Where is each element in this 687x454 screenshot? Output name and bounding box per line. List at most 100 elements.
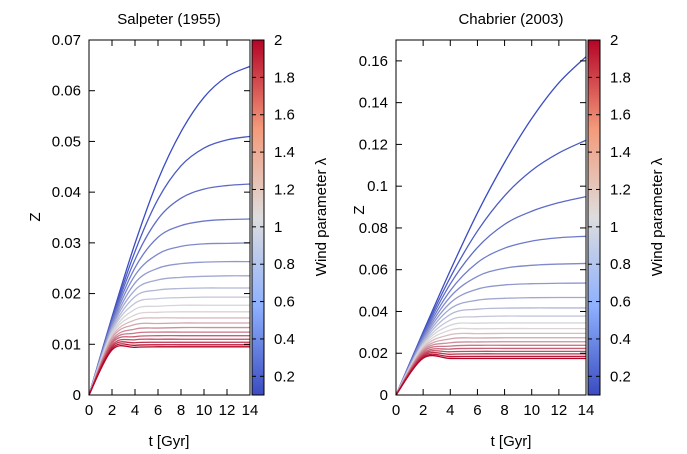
series-line	[88, 326, 250, 396]
series-line	[88, 304, 250, 396]
chart-title: Chabrier (2003)	[458, 11, 563, 28]
x-tick-label: 10	[196, 402, 213, 419]
y-tick-label: 0	[380, 387, 388, 404]
series-line	[395, 350, 586, 396]
colorbar-tick-label: 0.4	[610, 331, 631, 348]
colorbar-ticks: 0.2 0.4 0.6 0.8 1 1.2 1.4 1.6 1.8 2	[588, 32, 631, 385]
colorbar-tick-label: 1.8	[610, 69, 631, 86]
panel-chabrier: Chabrier (2003) Z t [Gyr] 0 2 4 6 8 10 12 1400.…	[351, 11, 666, 450]
colorbar-tick-label: 0.6	[610, 294, 631, 311]
series-line	[395, 307, 586, 396]
chart-title: Salpeter (1955)	[117, 11, 220, 28]
x-tick-label: 12	[551, 402, 568, 419]
y-axis-label: Z	[27, 212, 44, 221]
colorbar-tick-label: 1	[610, 219, 618, 236]
colorbar-tick-label: 0.4	[274, 331, 295, 348]
y-axis-label: Z	[351, 205, 368, 214]
x-tick-label: 2	[419, 402, 427, 419]
colorbar-tick-label: 2	[274, 32, 282, 49]
colorbar	[587, 39, 601, 396]
y-tick-label: 0.06	[359, 262, 388, 279]
series-line	[395, 337, 586, 396]
y-tick-label: 0.08	[359, 220, 388, 237]
colorbar-tick-label: 0.6	[274, 294, 295, 311]
y-tick-label: 0.01	[52, 336, 81, 353]
colorbar-ticks: 0.2 0.4 0.6 0.8 1 1.2 1.4 1.6 1.8 2	[252, 32, 295, 385]
y-tick-label: 0.12	[359, 136, 388, 153]
series-line	[395, 296, 587, 396]
colorbar-tick-label: 1.4	[610, 144, 631, 161]
y-tick-label: 0.04	[52, 184, 81, 201]
y-tick-label: 0.02	[52, 286, 81, 303]
colorbar	[251, 39, 265, 396]
colorbar-tick-label: 0.2	[274, 368, 295, 385]
x-tick-label: 12	[219, 402, 236, 419]
series-line	[395, 282, 587, 396]
y-tick-label: 0.1	[367, 178, 388, 195]
colorbar-tick-label: 0.8	[610, 256, 631, 273]
colorbar-tick-label: 1.6	[274, 107, 295, 124]
series-line	[395, 347, 586, 396]
series-line	[395, 315, 586, 396]
colorbar-tick-label: 2	[610, 32, 618, 49]
colorbar-tick-label: 0.2	[610, 368, 631, 385]
series-line	[395, 235, 587, 396]
colorbar-tick-label: 1.4	[274, 144, 295, 161]
series-line	[88, 218, 251, 396]
series-line	[395, 327, 586, 396]
x-tick-label: 2	[108, 402, 116, 419]
series-line	[88, 334, 250, 396]
series-line	[88, 345, 250, 396]
y-tick-label: 0.02	[359, 345, 388, 362]
series-line	[88, 317, 250, 396]
x-tick-label: 0	[85, 402, 93, 419]
series-line	[88, 311, 250, 396]
colorbar-tick-label: 0.8	[274, 256, 295, 273]
series-line	[88, 275, 251, 396]
series-line	[395, 354, 586, 396]
series-line	[395, 322, 586, 396]
series-line	[395, 262, 587, 396]
x-tick-label: 4	[446, 402, 454, 419]
x-tick-label: 10	[523, 402, 540, 419]
y-tick-label: 0.04	[359, 303, 388, 320]
y-tick-label: 0.07	[52, 32, 81, 49]
y-tick-label: 0.16	[359, 53, 388, 70]
y-tick-label: 0.03	[52, 235, 81, 252]
series-line	[88, 287, 250, 396]
panel-salpeter: Salpeter (1955) Z t [Gyr] 0 2 4 6 8 10 12 1400.…	[27, 11, 330, 450]
series-line	[395, 344, 586, 396]
x-tick-label: 14	[578, 402, 595, 419]
x-tick-label: 8	[177, 402, 185, 419]
series-line	[88, 331, 250, 396]
y-tick-label: 0.05	[52, 133, 81, 150]
x-axis-label: t [Gyr]	[491, 433, 532, 450]
colorbar-label: Wind parameter λ	[313, 157, 330, 276]
series-line	[88, 322, 250, 396]
x-tick-label: 6	[473, 402, 481, 419]
series-line	[88, 296, 250, 396]
series-line	[88, 242, 251, 396]
colorbar-label: Wind parameter λ	[649, 157, 666, 276]
colorbar-tick-label: 1	[274, 219, 282, 236]
colorbar-tick-label: 1.8	[274, 69, 295, 86]
axes-frame	[88, 39, 251, 396]
series-line	[88, 338, 250, 396]
series-line	[88, 343, 250, 396]
x-tick-label: 14	[242, 402, 259, 419]
colorbar-tick-label: 1.2	[274, 181, 295, 198]
series-line	[395, 353, 586, 396]
series-line	[88, 341, 250, 396]
series-line	[395, 351, 586, 396]
series-line	[395, 332, 586, 396]
x-tick-label: 0	[392, 402, 400, 419]
colorbar-tick-label: 1.6	[610, 107, 631, 124]
y-tick-label: 0.14	[359, 95, 388, 112]
y-tick-label: 0.06	[52, 83, 81, 100]
x-tick-label: 6	[154, 402, 162, 419]
axes-frame	[395, 39, 587, 396]
x-tick-label: 4	[131, 402, 139, 419]
x-tick-label: 8	[500, 402, 508, 419]
